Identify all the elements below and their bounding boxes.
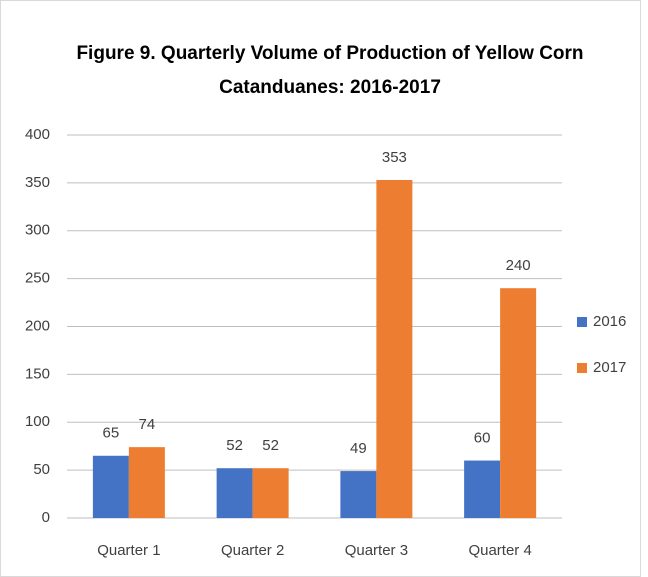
y-tick-label: 150	[25, 365, 50, 382]
x-tick-label: Quarter 1	[97, 542, 160, 559]
bar	[376, 180, 413, 518]
y-tick-label: 250	[25, 270, 50, 287]
data-label: 52	[226, 437, 243, 454]
y-tick-label: 200	[25, 317, 50, 334]
bar	[464, 460, 501, 518]
y-tick-label: 350	[25, 174, 50, 191]
y-tick-label: 100	[25, 413, 50, 430]
y-tick-label: 400	[25, 126, 50, 143]
y-tick-label: 0	[42, 509, 50, 526]
bar	[216, 468, 253, 518]
bar	[500, 288, 537, 518]
legend-swatch	[577, 317, 587, 327]
data-label: 353	[382, 149, 407, 166]
data-label: 74	[139, 416, 156, 433]
legend-label: 2017	[593, 359, 626, 376]
chart-title: Catanduanes: 2016-2017	[219, 77, 441, 98]
data-label: 65	[103, 425, 120, 442]
bar	[340, 471, 377, 518]
data-label: 60	[474, 430, 491, 447]
legend-label: 2016	[593, 313, 626, 330]
y-tick-label: 50	[33, 461, 50, 478]
data-label: 49	[350, 440, 367, 457]
bar	[252, 468, 289, 518]
bar	[92, 455, 129, 518]
data-label: 240	[506, 257, 531, 274]
bar	[128, 447, 165, 518]
data-label: 52	[262, 437, 279, 454]
legend-swatch	[577, 363, 587, 373]
x-tick-label: Quarter 2	[221, 542, 284, 559]
chart-title: Figure 9. Quarterly Volume of Production…	[76, 43, 583, 64]
y-tick-label: 300	[25, 222, 50, 239]
x-tick-label: Quarter 4	[468, 542, 531, 559]
x-tick-label: Quarter 3	[345, 542, 408, 559]
